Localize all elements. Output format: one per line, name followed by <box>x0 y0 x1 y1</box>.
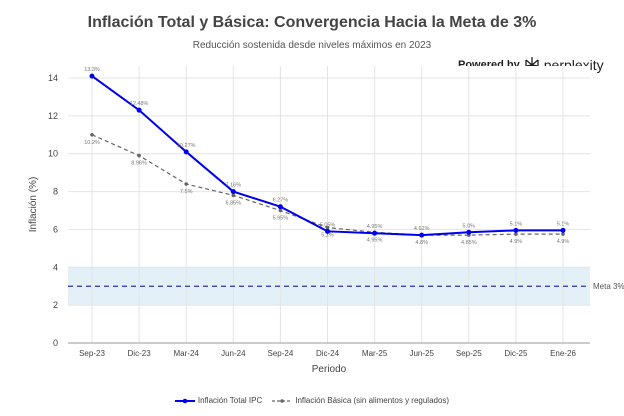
data-point-total <box>466 229 472 235</box>
x-tick-label: Sep-25 <box>456 349 482 358</box>
data-label-total: 10.27% <box>177 143 196 149</box>
data-point-total <box>419 232 425 238</box>
data-point-basica <box>90 132 94 137</box>
legend-label-total: Inflación Total IPC <box>197 396 263 405</box>
legend: Inflación Total IPC Inflación Básica (si… <box>0 396 624 405</box>
data-label-basica: 5.1% <box>321 233 334 239</box>
chart-title: Inflación Total y Básica: Convergencia H… <box>87 14 537 31</box>
data-label-total: 4.62% <box>414 226 430 232</box>
target-label: Meta 3% <box>593 282 624 291</box>
data-point-basica <box>514 232 518 236</box>
x-tick-label: Sep-23 <box>79 349 105 358</box>
x-axis-title: Periodo <box>312 364 347 375</box>
x-tick-label: Mar-24 <box>174 349 200 358</box>
data-point-total <box>513 227 519 233</box>
data-point-basica <box>137 153 141 158</box>
data-point-total <box>325 228 330 234</box>
x-tick-label: Ene-26 <box>550 349 576 358</box>
x-tick-label: Dic-23 <box>128 349 152 358</box>
x-tick-label: Sep-24 <box>268 349 294 358</box>
data-label-total: 4.95% <box>367 224 383 230</box>
data-point-basica <box>231 193 236 198</box>
data-label-total: 5.1% <box>510 221 523 227</box>
data-point-basica <box>184 182 188 186</box>
data-label-total: 13.3% <box>84 67 100 73</box>
legend-swatch-basica <box>272 398 293 403</box>
data-label-basica: 10.2% <box>84 140 100 146</box>
x-tick-label: Jun-25 <box>409 349 434 358</box>
data-label-total: 5.1% <box>557 221 570 227</box>
data-label-basica: 4.8% <box>415 240 428 246</box>
legend-item-basica[interactable]: Inflación Básica (sin alimentos y regula… <box>272 396 449 405</box>
chart-subtitle: Reducción sostenida desde niveles máximo… <box>192 40 432 51</box>
data-label-basica: 7.5% <box>180 189 193 195</box>
data-label-basica: 6.85% <box>225 200 241 206</box>
x-tick-label: Dic-25 <box>504 349 528 358</box>
y-tick-label: 2 <box>53 300 58 310</box>
data-point-total <box>560 227 566 233</box>
legend-item-total[interactable]: Inflación Total IPC <box>174 396 263 405</box>
y-tick-label: 14 <box>48 73 58 83</box>
data-point-total <box>136 107 142 113</box>
data-point-basica <box>278 208 283 213</box>
y-tick-label: 0 <box>53 338 58 348</box>
y-tick-label: 4 <box>53 262 58 272</box>
y-tick-label: 10 <box>48 149 58 159</box>
data-point-total <box>183 149 189 155</box>
y-tick-label: 8 <box>53 187 58 197</box>
data-label-total: 5.05% <box>320 222 336 228</box>
data-label-total: 7.16% <box>225 183 241 189</box>
y-tick-label: 12 <box>48 111 58 121</box>
x-tick-label: Mar-25 <box>362 349 388 358</box>
data-label-basica: 4.9% <box>510 239 523 245</box>
y-axis-title: Inflación (%) <box>28 177 39 233</box>
x-tick-label: Dic-24 <box>316 349 340 358</box>
data-point-total <box>89 73 95 79</box>
data-point-total <box>277 204 283 210</box>
data-label-basica: 5.95% <box>273 216 289 222</box>
data-label-basica: 4.95% <box>367 237 383 243</box>
data-label-basica: 4.9% <box>557 239 570 245</box>
legend-swatch-total <box>174 398 195 403</box>
data-label-total: 12.48% <box>130 101 149 107</box>
data-label-basica: 8.96% <box>131 161 147 167</box>
y-tick-label: 6 <box>53 224 58 234</box>
x-tick-label: Jun-24 <box>221 349 246 358</box>
data-point-basica <box>325 225 330 230</box>
legend-label-basica: Inflación Básica (sin alimentos y regula… <box>295 396 450 405</box>
data-label-basica: 4.85% <box>461 240 477 246</box>
data-label-total: 5.0% <box>463 223 476 229</box>
data-label-total: 6.27% <box>273 198 289 204</box>
data-point-total <box>230 189 236 195</box>
data-point-basica <box>561 232 565 236</box>
data-point-total <box>372 230 378 236</box>
